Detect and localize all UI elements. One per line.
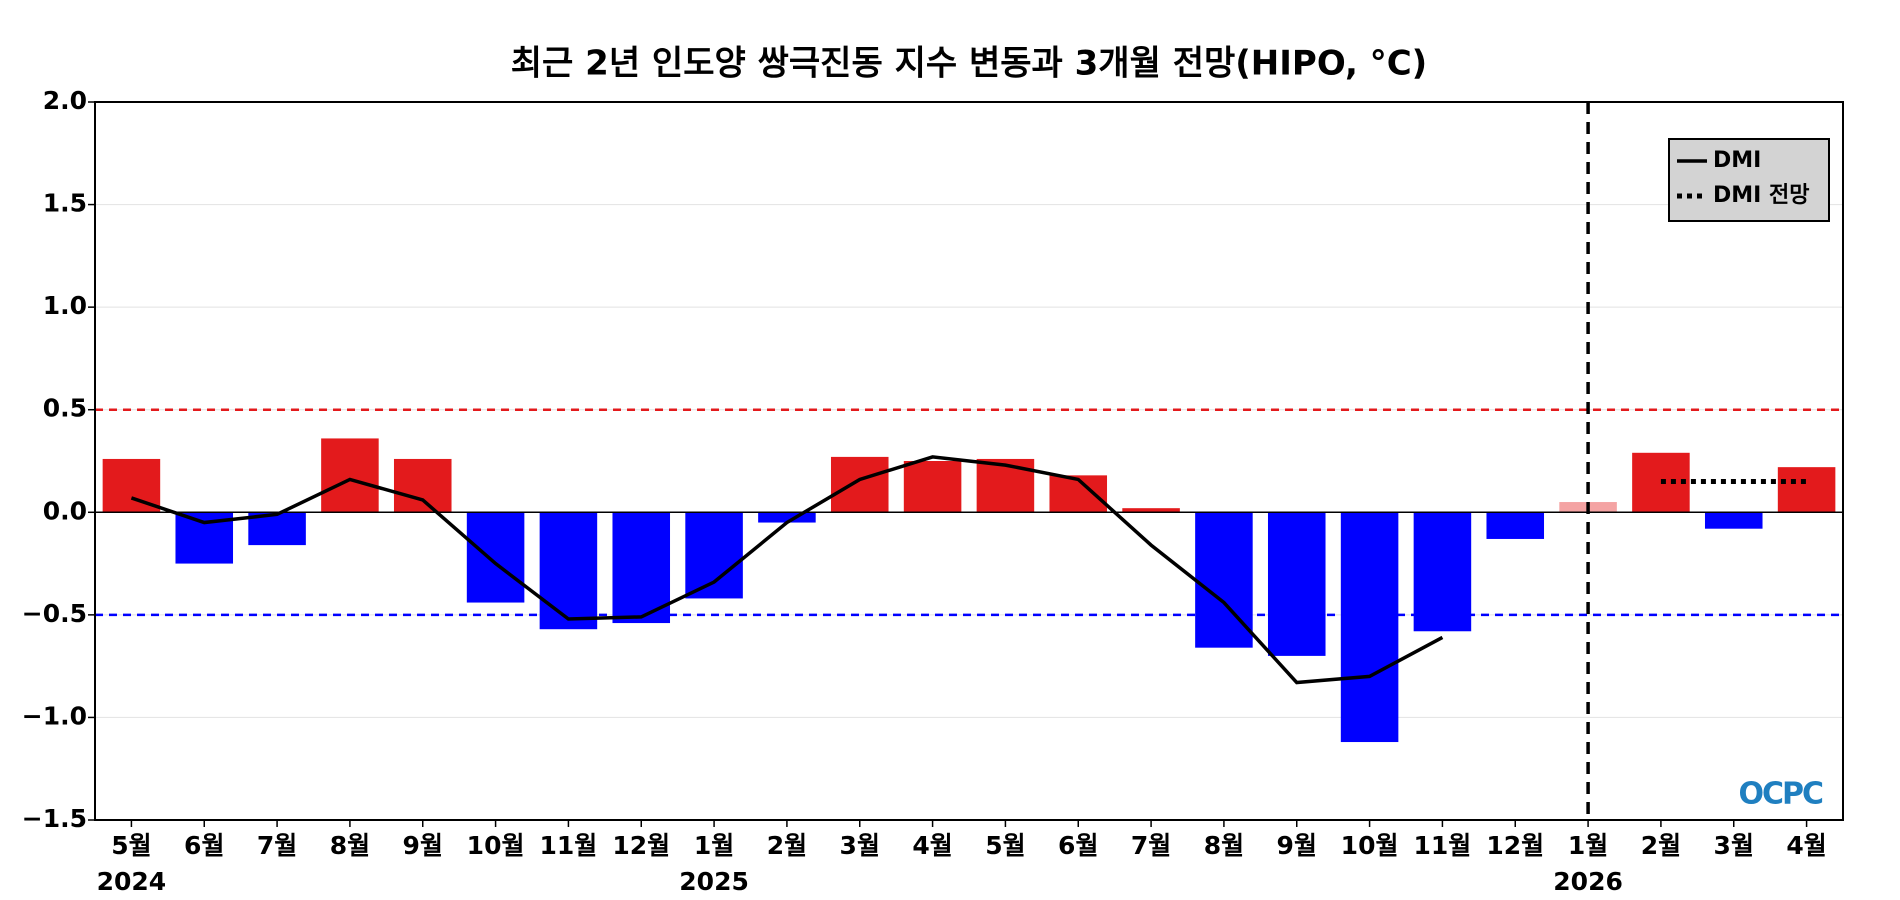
x-tick-label: 9월 [1277,831,1317,860]
x-tick-label: 12월 [1486,831,1544,860]
bar [466,512,525,603]
y-tick-label: 1.5 [43,189,87,218]
year-label: 2024 [97,867,167,896]
x-tick-label: 4월 [1786,831,1826,860]
x-tick-label: 10월 [1341,831,1399,860]
x-tick-label: 8월 [330,831,370,860]
x-tick-label: 7월 [1131,831,1171,860]
y-tick-label: 1.0 [43,291,87,320]
bar [685,512,743,599]
x-tick-label: 1월 [694,831,734,860]
legend-label: DMI 전망 [1713,183,1809,208]
y-tick-label: −0.5 [22,599,87,628]
y-tick-label: 0.5 [43,394,87,423]
bar [830,456,889,513]
bar [758,512,816,523]
bar [1486,512,1545,539]
bar [539,512,598,630]
y-tick-label: −1.5 [22,804,87,833]
plot-frame [94,101,1844,821]
bar [1413,512,1472,632]
y-tick-label: −1.0 [22,701,87,730]
bar [321,438,379,513]
legend-box [1668,138,1830,222]
x-tick-label: 11월 [540,831,598,860]
x-tick-label: 12월 [612,831,670,860]
bar [1195,512,1253,648]
bar [976,458,1035,513]
bar [1704,512,1763,529]
x-tick-label: 2월 [767,831,807,860]
legend-label: DMI [1713,148,1761,173]
x-tick-label: 8월 [1204,831,1244,860]
bar [1122,508,1180,513]
y-tick-label: 2.0 [43,86,87,115]
line-series [130,455,1444,685]
x-tick-label: 9월 [403,831,443,860]
logo: OCPC [1738,777,1823,812]
bar [903,461,962,513]
x-tick-label: 5월 [985,831,1025,860]
x-tick-label: 7월 [257,831,297,860]
year-label: 2026 [1553,867,1623,896]
x-tick-label: 11월 [1414,831,1472,860]
bar [393,458,452,513]
x-tick-label: 4월 [912,831,952,860]
chart-title: 최근 2년 인도양 쌍극진동 지수 변동과 3개월 전망(HIPO, °C) [511,44,1427,84]
x-tick-label: 6월 [1058,831,1098,860]
x-tick-label: 6월 [184,831,224,860]
x-tick-label: 3월 [840,831,880,860]
bar [612,512,671,624]
bar [1340,512,1399,743]
x-tick-label: 10월 [467,831,525,860]
bar [1777,467,1836,513]
bar [1267,512,1326,656]
year-label: 2025 [679,867,749,896]
y-tick-label: 0.0 [43,496,87,525]
x-tick-label: 3월 [1714,831,1754,860]
x-tick-label: 2월 [1641,831,1681,860]
x-tick-label: 5월 [111,831,151,860]
x-tick-label: 1월 [1568,831,1608,860]
